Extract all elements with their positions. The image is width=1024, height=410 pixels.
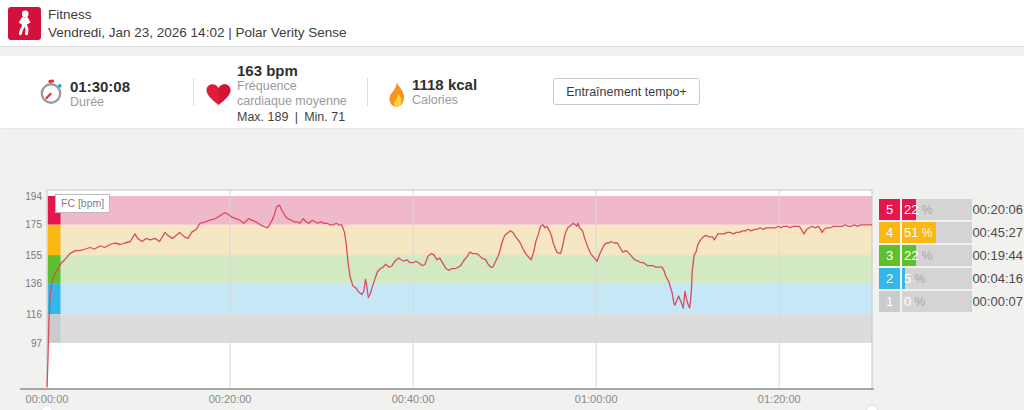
zone-time: 00:45:27 bbox=[972, 222, 1023, 243]
heart-rate-chart bbox=[0, 0, 1024, 410]
zone-row: 25 % 00:04:16 bbox=[879, 268, 1023, 289]
zone-number-badge: 2 bbox=[879, 268, 900, 289]
zone-percent-label: 51 % bbox=[904, 222, 932, 243]
zone-percent-label: 5 % bbox=[904, 268, 925, 289]
y-axis-tick-label: 136 bbox=[0, 278, 42, 289]
x-axis-tick-label: 00:00:00 bbox=[7, 393, 87, 405]
zone-row: 10 % 00:00:07 bbox=[879, 291, 1023, 312]
zone-percent-label: 22 % bbox=[904, 199, 932, 220]
zone-number-badge: 4 bbox=[879, 222, 900, 243]
zone-time: 00:19:44 bbox=[972, 245, 1023, 266]
x-axis-tick-label: 00:20:00 bbox=[190, 393, 270, 405]
zone-time: 00:20:06 bbox=[972, 199, 1023, 220]
x-axis-tick-label: 01:20:00 bbox=[739, 393, 819, 405]
zone-number-badge: 5 bbox=[879, 199, 900, 220]
slider-handle-right bbox=[867, 406, 878, 410]
y-axis-tick-label: 175 bbox=[0, 219, 42, 230]
x-axis-tick-label: 00:40:00 bbox=[373, 393, 453, 405]
chart-legend: FC [bpm] bbox=[55, 194, 110, 213]
y-axis-tick-label: 97 bbox=[0, 338, 42, 349]
slider-handle-left bbox=[42, 406, 53, 410]
zone-time: 00:00:07 bbox=[972, 291, 1023, 312]
x-axis-tick-label: 01:00:00 bbox=[556, 393, 636, 405]
zone-table: 522 %00:20:06451 %00:45:27322 %00:19:442… bbox=[879, 199, 1023, 314]
zone-row: 522 % 00:20:06 bbox=[879, 199, 1023, 220]
zone-percent-label: 22 % bbox=[904, 245, 932, 266]
zone-number-badge: 1 bbox=[879, 291, 900, 312]
zone-number-badge: 3 bbox=[879, 245, 900, 266]
y-axis-tick-label: 116 bbox=[0, 309, 42, 320]
y-axis-tick-label: 155 bbox=[0, 250, 42, 261]
zone-time: 00:04:16 bbox=[972, 268, 1023, 289]
zone-percent-label: 0 % bbox=[904, 291, 925, 312]
page: Fitness Vendredi, Jan 23, 2026 14:02 | P… bbox=[0, 0, 1024, 410]
zone-row: 322 % 00:19:44 bbox=[879, 245, 1023, 266]
zone-row: 451 % 00:45:27 bbox=[879, 222, 1023, 243]
y-axis-tick-label: 194 bbox=[0, 191, 42, 202]
